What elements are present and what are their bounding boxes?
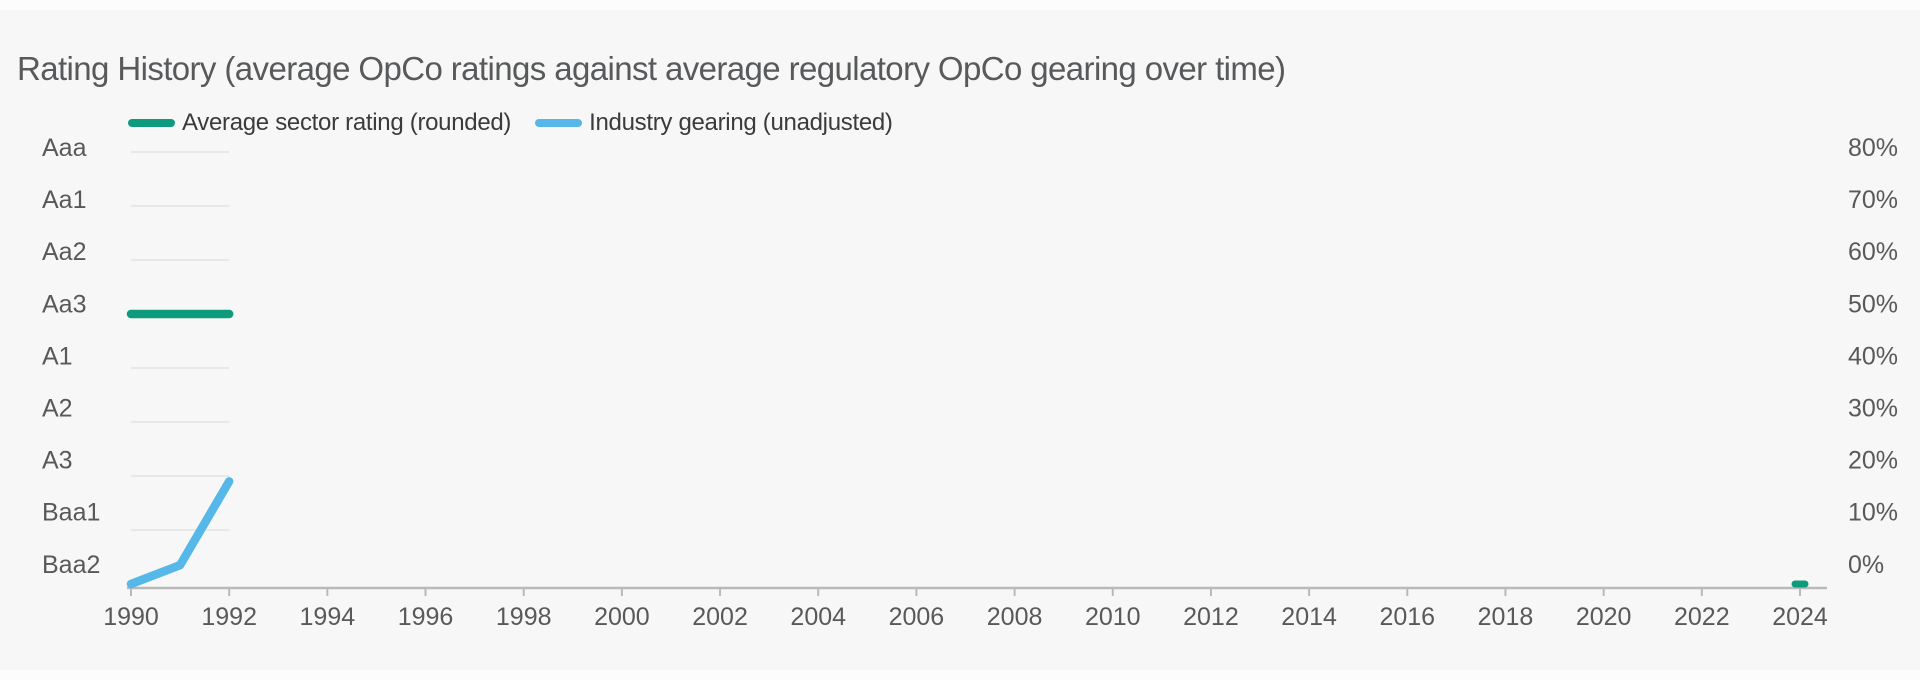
rating-axis-label-a1: A1 bbox=[42, 342, 73, 370]
rating-axis-label-aa2: Aa2 bbox=[42, 238, 86, 266]
percent-axis-label-10: 10% bbox=[1848, 499, 1898, 527]
gearing-series-line bbox=[126, 477, 234, 589]
x-axis-label-2016: 2016 bbox=[1379, 603, 1435, 631]
x-axis-label-2018: 2018 bbox=[1478, 603, 1534, 631]
x-axis-label-1994: 1994 bbox=[300, 603, 356, 631]
rating-series-swatch bbox=[128, 119, 175, 127]
x-axis-label-2020: 2020 bbox=[1576, 603, 1632, 631]
percent-axis-label-40: 40% bbox=[1848, 342, 1898, 370]
rating-axis-label-aa3: Aa3 bbox=[42, 290, 86, 318]
rating-axis-label-baa2: Baa2 bbox=[42, 551, 100, 579]
x-axis-label-2024: 2024 bbox=[1772, 603, 1828, 631]
rating-axis-label-a3: A3 bbox=[42, 447, 73, 475]
x-axis-label-2012: 2012 bbox=[1183, 603, 1239, 631]
gearing-series-swatch bbox=[535, 119, 583, 127]
rating-axis-label-a2: A2 bbox=[42, 395, 73, 423]
rating-series-label: Average sector rating (rounded) bbox=[182, 109, 512, 136]
chart-legend: Average sector rating (rounded) Industry… bbox=[128, 109, 893, 137]
x-axis-label-2006: 2006 bbox=[889, 603, 945, 631]
percent-axis-label-60: 60% bbox=[1848, 238, 1898, 266]
percent-axis-label-70: 70% bbox=[1848, 186, 1898, 214]
rating-axis-label-aaa: Aaa bbox=[42, 134, 87, 162]
x-axis-label-1996: 1996 bbox=[398, 603, 454, 631]
top-edge-strip bbox=[0, 0, 1920, 10]
x-axis-label-1990: 1990 bbox=[103, 603, 159, 631]
legend-item-gearing: Industry gearing (unadjusted) bbox=[535, 109, 893, 137]
x-axis-label-1998: 1998 bbox=[496, 603, 552, 631]
percent-axis-label-0: 0% bbox=[1848, 551, 1884, 579]
x-axis-label-2008: 2008 bbox=[987, 603, 1043, 631]
bottom-edge-strip bbox=[0, 670, 1920, 680]
rating-axis-label-baa1: Baa1 bbox=[42, 499, 100, 527]
x-axis-label-2002: 2002 bbox=[692, 603, 748, 631]
rating-axis-label-aa1: Aa1 bbox=[42, 186, 86, 214]
x-axis-label-1992: 1992 bbox=[201, 603, 257, 631]
percent-axis-label-80: 80% bbox=[1848, 134, 1898, 162]
x-axis-label-2004: 2004 bbox=[790, 603, 846, 631]
chart-title: Rating History (average OpCo ratings aga… bbox=[17, 50, 1286, 87]
x-axis-label-2010: 2010 bbox=[1085, 603, 1141, 631]
legend-item-rating: Average sector rating (rounded) bbox=[128, 109, 511, 137]
percent-axis-label-30: 30% bbox=[1848, 395, 1898, 423]
percent-axis-label-50: 50% bbox=[1848, 290, 1898, 318]
x-axis-label-2000: 2000 bbox=[594, 603, 650, 631]
percent-axis-label-20: 20% bbox=[1848, 447, 1898, 475]
x-axis-label-2022: 2022 bbox=[1674, 603, 1730, 631]
gearing-series-label: Industry gearing (unadjusted) bbox=[589, 109, 893, 136]
x-axis-label-2014: 2014 bbox=[1281, 603, 1337, 631]
